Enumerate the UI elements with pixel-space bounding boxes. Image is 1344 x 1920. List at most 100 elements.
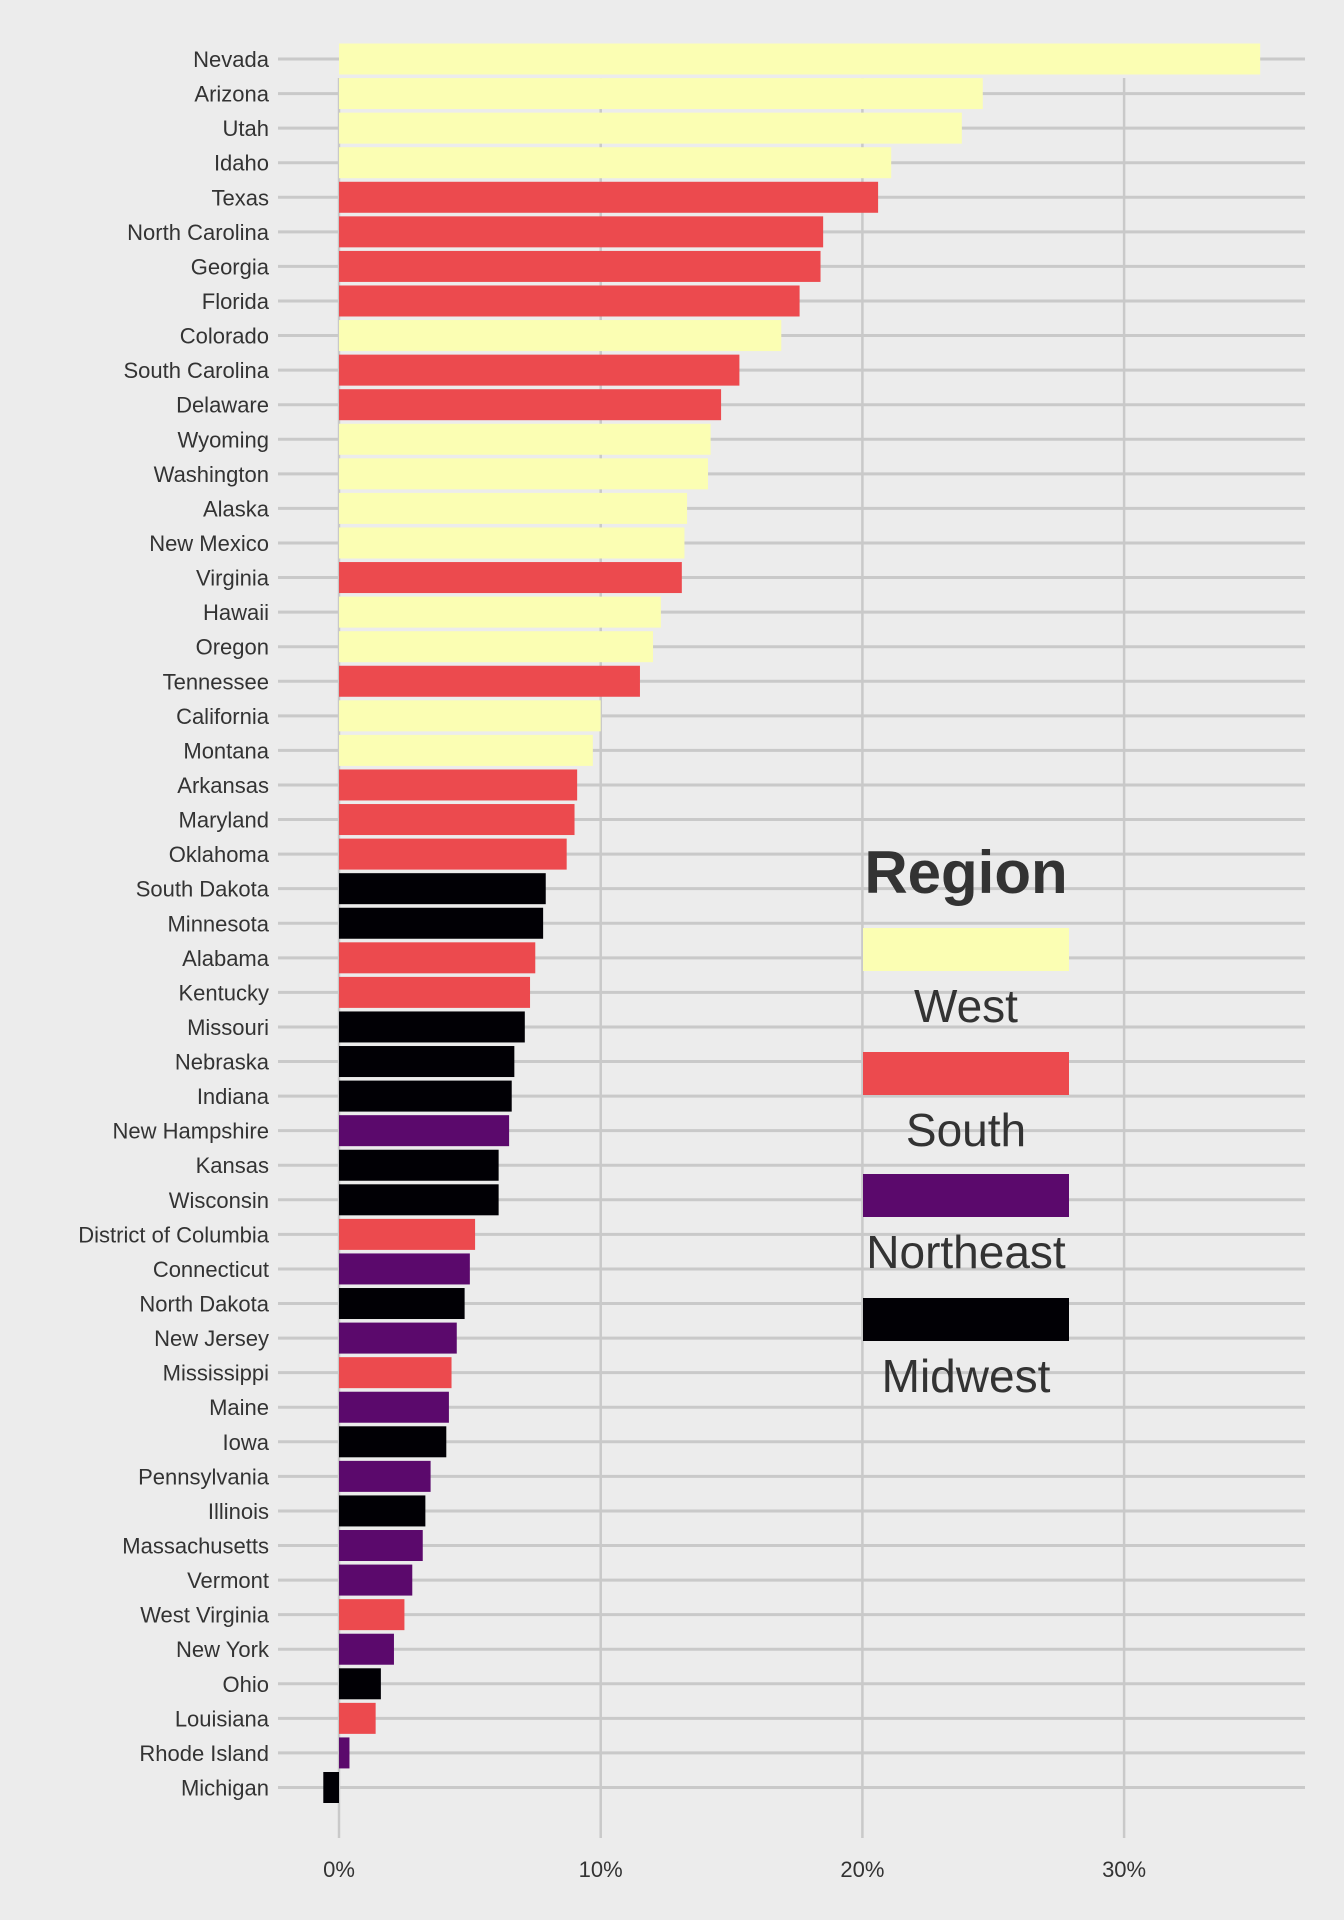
x-tick-label: 0%	[323, 1857, 355, 1882]
bar-indiana	[339, 1080, 512, 1112]
y-tick-label: Arkansas	[177, 773, 269, 798]
y-tick-label: West Virginia	[140, 1603, 270, 1628]
x-tick-label: 20%	[840, 1857, 884, 1882]
bar-arkansas	[339, 769, 578, 801]
bar-virginia	[339, 562, 682, 594]
bar-wisconsin	[339, 1184, 499, 1216]
y-tick-label: New York	[176, 1637, 270, 1662]
bar-maine	[339, 1391, 449, 1423]
bar-south-carolina	[339, 354, 740, 386]
y-tick-label: Georgia	[191, 254, 270, 279]
y-tick-label: Delaware	[176, 393, 269, 418]
y-tick-label: Utah	[223, 116, 269, 141]
legend-label: South	[906, 1104, 1026, 1156]
bar-alaska	[339, 492, 688, 524]
bar-new-mexico	[339, 527, 685, 559]
legend-title: Region	[864, 839, 1067, 906]
bar-kansas	[339, 1149, 499, 1181]
y-tick-label: North Carolina	[127, 220, 270, 245]
bars	[323, 43, 1261, 1803]
y-tick-label: Nebraska	[175, 1050, 270, 1075]
bar-iowa	[339, 1426, 447, 1458]
y-tick-label: Maine	[209, 1395, 269, 1420]
bar-california	[339, 700, 601, 732]
bar-nebraska	[339, 1046, 515, 1078]
bar-georgia	[339, 250, 821, 282]
y-tick-label: Kentucky	[179, 980, 270, 1005]
bar-pennsylvania	[339, 1460, 431, 1492]
bar-utah	[339, 112, 962, 144]
y-axis-labels: Nevada Arizona Utah Idaho Texas North Carolin…	[78, 47, 270, 1801]
bar-rhode-island	[339, 1737, 350, 1769]
y-tick-label: New Mexico	[149, 531, 269, 556]
bar-montana	[339, 734, 593, 766]
legend-swatch-west	[863, 928, 1069, 971]
bar-maryland	[339, 804, 575, 836]
y-tick-label: South Dakota	[136, 877, 270, 902]
legend-label: Northeast	[866, 1226, 1066, 1278]
y-tick-label: Colorado	[180, 324, 269, 349]
y-tick-label: Idaho	[214, 151, 269, 176]
y-tick-label: Montana	[183, 738, 269, 763]
bar-louisiana	[339, 1702, 376, 1734]
y-tick-label: New Jersey	[154, 1326, 269, 1351]
y-tick-label: Wyoming	[178, 427, 270, 452]
legend-swatch-northeast	[863, 1174, 1069, 1217]
bar-massachusetts	[339, 1530, 423, 1562]
bar-colorado	[339, 320, 782, 352]
y-tick-label: Massachusetts	[122, 1534, 269, 1559]
bar-new-hampshire	[339, 1115, 510, 1147]
x-tick-label: 10%	[579, 1857, 623, 1882]
legend: Region West South Northeast Midwest	[863, 839, 1069, 1402]
x-axis-labels: 0% 10% 20% 30%	[323, 1857, 1146, 1882]
x-tick-label: 30%	[1102, 1857, 1146, 1882]
bar-new-jersey	[339, 1322, 457, 1354]
y-tick-label: North Dakota	[139, 1292, 269, 1317]
y-tick-label: Nevada	[193, 47, 270, 72]
y-tick-label: Washington	[154, 462, 269, 487]
y-tick-label: Maryland	[179, 808, 269, 833]
y-tick-label: Pennsylvania	[138, 1464, 270, 1489]
bar-new-york	[339, 1633, 394, 1665]
y-tick-label: Wisconsin	[169, 1188, 269, 1213]
y-tick-label: Texas	[212, 185, 269, 210]
y-tick-label: Hawaii	[203, 600, 269, 625]
legend-label: Midwest	[882, 1350, 1051, 1402]
bar-district-of-columbia	[339, 1218, 476, 1250]
bar-north-carolina	[339, 216, 824, 248]
bar-west-virginia	[339, 1599, 405, 1631]
bar-ohio	[339, 1668, 381, 1700]
y-tick-label: Ohio	[223, 1672, 269, 1697]
bar-connecticut	[339, 1253, 470, 1285]
bar-michigan	[323, 1772, 339, 1803]
y-tick-label: Florida	[202, 289, 270, 314]
bar-kentucky	[339, 976, 531, 1008]
legend-swatch-midwest	[863, 1298, 1069, 1341]
bar-oregon	[339, 631, 654, 663]
bar-tennessee	[339, 665, 640, 697]
y-tick-label: California	[176, 704, 270, 729]
y-tick-label: Iowa	[223, 1430, 270, 1455]
legend-label: West	[914, 980, 1018, 1032]
bar-missouri	[339, 1011, 525, 1043]
legend-swatch-south	[863, 1052, 1069, 1095]
bar-oklahoma	[339, 838, 567, 870]
y-tick-label: Tennessee	[163, 669, 269, 694]
y-tick-label: Minnesota	[167, 911, 269, 936]
y-tick-label: Indiana	[197, 1084, 270, 1109]
y-tick-label: Alaska	[203, 496, 270, 521]
bar-vermont	[339, 1564, 413, 1596]
y-tick-label: Illinois	[208, 1499, 269, 1524]
y-tick-label: Michigan	[181, 1776, 269, 1801]
bar-illinois	[339, 1495, 426, 1527]
y-tick-label: New Hampshire	[113, 1119, 270, 1144]
bar-texas	[339, 181, 879, 213]
y-tick-label: Louisiana	[175, 1706, 270, 1731]
bar-hawaii	[339, 596, 661, 628]
y-tick-label: Virginia	[196, 566, 270, 591]
bar-north-dakota	[339, 1288, 465, 1320]
bar-minnesota	[339, 907, 544, 939]
bar-florida	[339, 285, 800, 317]
y-tick-label: Oklahoma	[169, 842, 270, 867]
bar-wyoming	[339, 423, 711, 455]
